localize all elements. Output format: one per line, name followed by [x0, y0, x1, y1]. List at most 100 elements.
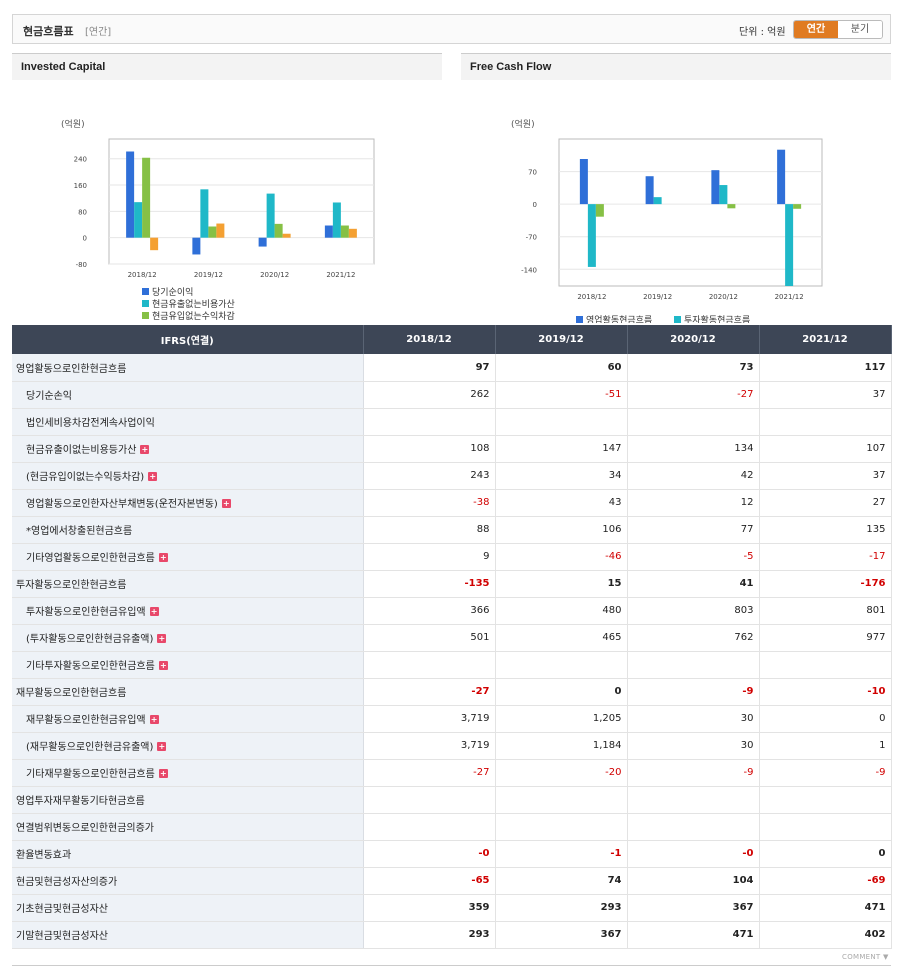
row-label-text: 투자활동으로인한현금흐름 — [16, 580, 127, 591]
row-label: 환율변동효과 — [12, 840, 364, 868]
bar-2 — [200, 189, 209, 238]
bar-1 — [324, 225, 333, 238]
value-cell: 42 — [627, 462, 760, 490]
x-tick-label: 2021/12 — [775, 293, 804, 301]
value-cell: -9 — [759, 759, 892, 787]
value-cell — [363, 813, 496, 841]
header-2019: 2019/12 — [495, 325, 628, 354]
table-row: (재무활동으로인한현금유출액) +3,719 1,184 30 1 — [12, 732, 892, 760]
row-label: 재무활동으로인한현금유입액 + — [12, 705, 364, 733]
comment-toggle[interactable]: COMMENT ▼ — [842, 953, 889, 961]
expand-plus-icon[interactable]: + — [221, 499, 231, 508]
row-label: 기타투자활동으로인한현금흐름 + — [12, 651, 364, 679]
row-label-text: 영업활동으로인한자산부채변동(운전자본변동) — [26, 499, 218, 510]
x-tick-label: 2018/12 — [577, 293, 606, 301]
value-cell — [627, 408, 760, 436]
table-row: 기말현금및현금성자산 293 367 471 402 — [12, 921, 892, 949]
free-cash-flow-title: Free Cash Flow — [461, 53, 891, 80]
value-cell: -10 — [759, 677, 892, 706]
value-cell: 77 — [627, 516, 760, 544]
value-cell — [495, 813, 628, 841]
row-label-text: 기초현금및현금성자산 — [16, 904, 108, 915]
bar-2 — [134, 202, 143, 238]
row-label: 연결범위변동으로인한현금의증가 — [12, 813, 364, 841]
table-row: 기타투자활동으로인한현금흐름 + — [12, 651, 892, 679]
tab-annual[interactable]: 연간 — [794, 21, 838, 38]
row-label-text: 당기순손익 — [26, 391, 72, 402]
value-cell: -69 — [759, 867, 892, 895]
value-cell: 243 — [363, 462, 496, 490]
row-label: (현금유입이없는수익등차감) + — [12, 462, 364, 490]
expand-plus-icon[interactable]: + — [158, 553, 168, 562]
bar-3 — [727, 204, 736, 209]
table-row: 기타재무활동으로인한현금흐름 + -27 -20 -9 -9 — [12, 759, 892, 787]
bar-2 — [785, 204, 794, 286]
expand-plus-icon[interactable]: + — [148, 472, 158, 481]
value-cell: 27 — [759, 489, 892, 517]
legend-swatch — [142, 300, 149, 307]
value-cell: 15 — [495, 569, 628, 598]
value-cell: 0 — [759, 705, 892, 733]
value-cell: 1 — [759, 732, 892, 760]
value-cell: 104 — [627, 867, 760, 895]
row-label-text: (재무활동으로인한현금유출액) — [26, 742, 154, 753]
y-tick-label: 240 — [74, 156, 87, 164]
value-cell: -51 — [495, 381, 628, 409]
row-label: 영업활동으로인한현금흐름 — [12, 354, 364, 382]
value-cell: -5 — [627, 543, 760, 571]
value-cell — [759, 786, 892, 814]
value-cell — [759, 813, 892, 841]
y-tick-label: -140 — [521, 266, 537, 274]
table-row: 투자활동으로인한현금흐름 -135 15 41 -176 — [12, 569, 892, 598]
header-2020: 2020/12 — [627, 325, 760, 354]
y-tick-label: 0 — [533, 201, 537, 209]
bar-3 — [142, 157, 151, 238]
table-row: *영업에서창출된현금흐름 88 106 77 135 — [12, 516, 892, 544]
expand-plus-icon[interactable]: + — [149, 607, 159, 616]
page-title: 현금흐름표 — [23, 25, 74, 38]
invested-capital-title: Invested Capital — [12, 53, 442, 80]
value-cell: 97 — [363, 354, 496, 382]
table-row: 투자활동으로인한현금유입액 +366 480 803 801 — [12, 597, 892, 625]
value-cell: -135 — [363, 569, 496, 598]
value-cell — [363, 786, 496, 814]
legend-swatch — [576, 316, 583, 323]
period-toggle: 연간 분기 — [793, 20, 883, 39]
bar-2 — [332, 202, 341, 238]
value-cell: 147 — [495, 435, 628, 463]
expand-plus-icon[interactable]: + — [157, 742, 167, 751]
table-header-row: IFRS(연결) 2018/12 2019/12 2020/12 2021/12 — [12, 325, 892, 354]
bar-2 — [719, 185, 728, 205]
expand-plus-icon[interactable]: + — [140, 445, 150, 454]
value-cell: 501 — [363, 624, 496, 652]
table-row: 현금및현금성자산의증가 -65 74 104 -69 — [12, 867, 892, 895]
table-row: 기초현금및현금성자산 359 293 367 471 — [12, 894, 892, 922]
expand-plus-icon[interactable]: + — [149, 715, 159, 724]
expand-plus-icon[interactable]: + — [158, 661, 168, 670]
row-label: 기초현금및현금성자산 — [12, 894, 364, 922]
row-label: *영업에서창출된현금흐름 — [12, 516, 364, 544]
value-cell: 0 — [495, 677, 628, 706]
expand-plus-icon[interactable]: + — [157, 634, 167, 643]
x-tick-label: 2020/12 — [260, 271, 289, 279]
bar-1 — [258, 237, 267, 247]
value-cell: -176 — [759, 569, 892, 598]
unit-label: (억원) — [61, 118, 85, 130]
y-tick-label: 160 — [74, 182, 87, 190]
value-cell — [363, 651, 496, 679]
table-row: 재무활동으로인한현금유입액 +3,719 1,205 30 0 — [12, 705, 892, 733]
tab-quarter[interactable]: 분기 — [838, 21, 882, 38]
table-row: 영업투자재무활동기타현금흐름 — [12, 786, 892, 814]
y-tick-label: -70 — [526, 234, 537, 242]
value-cell: 108 — [363, 435, 496, 463]
value-cell: -9 — [627, 677, 760, 706]
row-label: 투자활동으로인한현금유입액 + — [12, 597, 364, 625]
unit-label: (억원) — [511, 118, 535, 130]
value-cell: 135 — [759, 516, 892, 544]
value-cell: -27 — [627, 381, 760, 409]
expand-plus-icon[interactable]: + — [158, 769, 168, 778]
row-label: (재무활동으로인한현금유출액) + — [12, 732, 364, 760]
value-cell: -0 — [363, 840, 496, 868]
legend-label: 영업활동현금흐름 — [586, 314, 652, 323]
bottom-divider — [12, 965, 891, 966]
